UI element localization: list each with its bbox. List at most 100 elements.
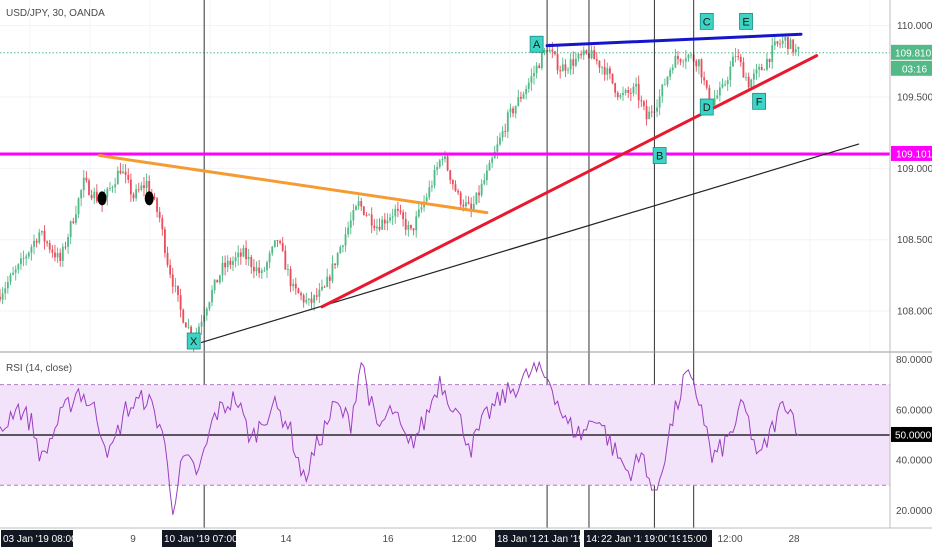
candle-up	[794, 49, 797, 53]
price-axis[interactable]: 108.000 108.500 109.000 109.500 110.000 109.8…	[889, 0, 932, 528]
candle-up	[690, 54, 692, 56]
candle-up	[797, 46, 800, 50]
candle-down	[580, 53, 583, 56]
candle-up	[114, 184, 117, 188]
time-tick-label: 15:00	[682, 534, 707, 545]
candle-down	[258, 267, 261, 274]
candle-up	[441, 158, 444, 161]
candle-up	[763, 69, 766, 71]
candle-down	[650, 111, 653, 113]
candle-down	[59, 252, 62, 261]
candle-up	[525, 88, 528, 95]
point-label-c: C	[703, 16, 711, 28]
candle-up	[430, 185, 433, 188]
candle-down	[598, 60, 601, 68]
x-axis-labels: 03 Jan '19 08:00 9 10 Jan '19 07:00 14 16 12:…	[1, 530, 800, 547]
candle-up	[485, 170, 488, 181]
candle-up	[33, 240, 35, 247]
candle-up	[574, 58, 577, 66]
candle-up	[729, 66, 732, 81]
candle-up	[540, 52, 543, 69]
candle-up	[724, 84, 727, 86]
candle-up	[758, 67, 761, 70]
trendline-red	[320, 54, 819, 309]
candle-up	[480, 183, 483, 196]
candle-up	[687, 54, 690, 59]
candle-up	[38, 232, 41, 243]
rsi-title: RSI (14, close)	[6, 363, 72, 374]
candle-down	[48, 243, 51, 250]
trendline-orange	[97, 154, 489, 215]
candle-down	[119, 170, 122, 174]
candle-up	[381, 219, 384, 230]
candle-up	[368, 214, 371, 216]
candle-up	[307, 298, 310, 300]
candle-down	[779, 43, 781, 45]
candle-up	[488, 162, 491, 171]
candle-up	[106, 188, 109, 198]
candle-up	[514, 105, 517, 114]
rsi-tick-label: 40.0000	[896, 456, 932, 467]
candle-down	[792, 39, 795, 53]
level-label: 109.101	[896, 149, 932, 160]
trendline-black	[200, 143, 860, 344]
point-label-a: A	[533, 39, 541, 51]
candle-down	[504, 131, 507, 132]
candle-down	[512, 108, 514, 114]
candle-up	[444, 156, 446, 159]
candle-up	[339, 247, 342, 254]
candle-up	[499, 137, 501, 145]
candle-up	[543, 50, 546, 53]
candle-down	[90, 195, 93, 199]
candle-up	[376, 226, 378, 229]
candle-down	[239, 252, 242, 257]
candle-up	[318, 289, 321, 297]
time-tick-label: 14	[280, 534, 292, 545]
candle-up	[77, 198, 80, 215]
candle-down	[370, 214, 373, 226]
candle-up	[22, 258, 25, 260]
candle-down	[54, 252, 56, 258]
point-label-x: X	[190, 336, 198, 348]
candle-up	[287, 268, 289, 270]
candle-up	[116, 170, 119, 185]
point-label-box	[699, 13, 714, 30]
candle-up	[352, 209, 355, 221]
candle-up	[601, 66, 603, 68]
candle-down	[179, 295, 182, 310]
candle-down	[708, 87, 711, 109]
countdown-tag	[891, 60, 932, 76]
candle-down	[747, 76, 750, 88]
candle-up	[561, 64, 564, 72]
candle-up	[697, 59, 700, 67]
candle-up	[93, 191, 96, 199]
candle-down	[216, 279, 219, 283]
candle-up	[622, 93, 624, 96]
candle-up	[187, 326, 190, 328]
candle-up	[25, 256, 28, 259]
candle-down	[328, 276, 331, 281]
candle-up	[548, 49, 551, 52]
candle-down	[459, 192, 462, 205]
candle-up	[582, 50, 585, 56]
candle-down	[478, 192, 480, 196]
time-axis[interactable]: 03 Jan '19 08:00 9 10 Jan '19 07:00 14 16 12:…	[0, 527, 932, 550]
candle-down	[0, 296, 1, 300]
candle-up	[69, 221, 72, 238]
candle-up	[606, 68, 609, 75]
candle-down	[404, 219, 407, 230]
candle-up	[648, 111, 651, 120]
candle-down	[35, 240, 38, 243]
candle-up	[394, 208, 397, 217]
price-tick-label: 108.500	[897, 235, 932, 246]
candle-up	[74, 214, 77, 223]
candle-up	[336, 253, 339, 265]
point-label-e: E	[742, 16, 749, 28]
candle-down	[519, 96, 522, 99]
candle-down	[593, 50, 596, 60]
candle-up	[292, 283, 295, 287]
candle-up	[732, 56, 734, 67]
candle-down	[776, 41, 779, 44]
candle-up	[682, 61, 685, 63]
